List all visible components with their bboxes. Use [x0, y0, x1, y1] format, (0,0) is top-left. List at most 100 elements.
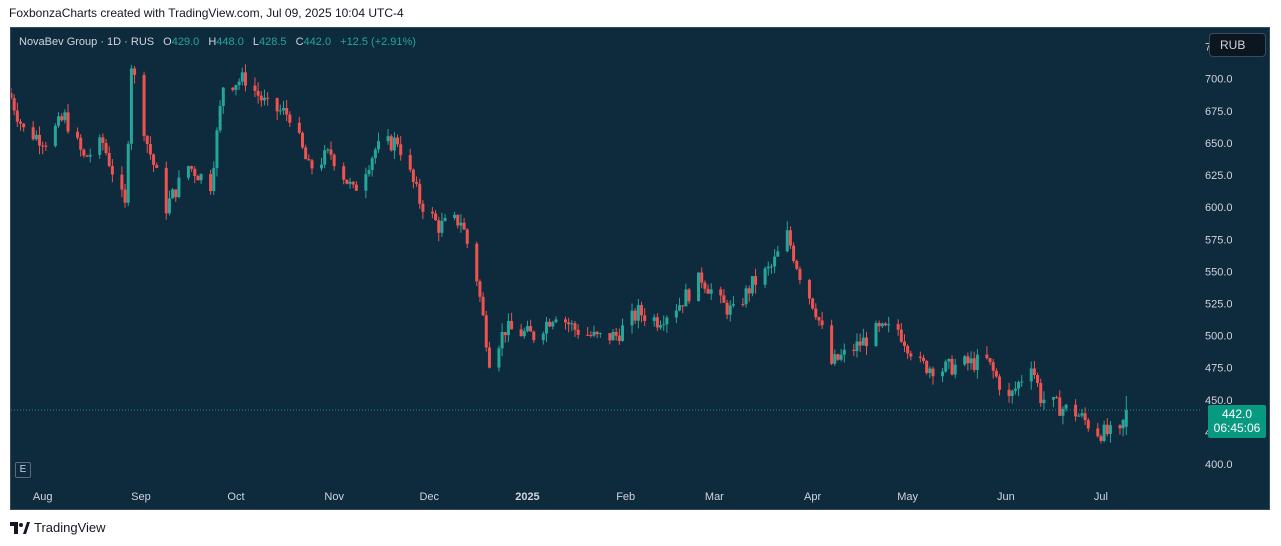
candle-body	[430, 211, 434, 214]
close-label: C	[295, 36, 304, 48]
currency-button[interactable]: RUB	[1209, 33, 1266, 57]
candle-body	[731, 304, 735, 306]
candle-body	[386, 136, 390, 142]
candle-body	[326, 149, 330, 151]
candle-body	[453, 214, 457, 219]
candle-body	[684, 289, 688, 307]
x-tick-label: Mar	[705, 491, 724, 503]
y-tick-label: 475.0	[1205, 363, 1233, 375]
y-tick-label: 450.0	[1205, 395, 1233, 407]
candle-body	[655, 317, 659, 328]
chart-attribution: FoxbonzaCharts created with TradingView.…	[9, 6, 404, 20]
symbol-label[interactable]: NovaBev Group · 1D · RUS	[19, 36, 155, 48]
price-chart[interactable]: 725.0700.0675.0650.0625.0600.0575.0550.0…	[11, 28, 1269, 509]
candle-body	[351, 181, 355, 185]
candle-body	[221, 87, 225, 106]
candle-body	[567, 322, 571, 325]
candle-body	[34, 134, 38, 140]
candle-body	[256, 90, 260, 96]
candle-body	[830, 325, 834, 364]
candle-body	[148, 143, 152, 155]
candle-body	[966, 356, 970, 364]
chart-panel[interactable]: 725.0700.0675.0650.0625.0600.0575.0550.0…	[10, 27, 1270, 510]
candle-body	[307, 159, 311, 161]
candle-body	[766, 266, 770, 269]
candle-body	[237, 81, 241, 86]
candle-body	[1121, 419, 1125, 429]
candle-body	[253, 85, 257, 91]
candle-body	[275, 98, 279, 112]
candle-body	[193, 168, 197, 177]
candle-body	[484, 315, 488, 348]
candle-body	[703, 282, 707, 289]
candle-body	[700, 272, 704, 283]
candle-body	[145, 135, 149, 144]
candle-body	[41, 145, 45, 147]
candle-body	[171, 189, 175, 199]
candle-body	[218, 105, 222, 131]
last-price-tag: 442.0 06:45:06	[1208, 405, 1266, 438]
candle-body	[190, 166, 194, 169]
candle-body	[243, 72, 247, 86]
candle-body	[440, 220, 444, 233]
candle-body	[389, 136, 393, 151]
candle-body	[554, 319, 558, 323]
candle-body	[310, 160, 314, 169]
candle-body	[795, 260, 799, 269]
candle-body	[741, 304, 745, 306]
candle-body	[1118, 425, 1122, 429]
tradingview-footer[interactable]: TradingView	[10, 520, 106, 535]
candle-body	[1102, 424, 1106, 441]
footer-brand: TradingView	[34, 520, 106, 535]
bar-countdown: 06:45:06	[1213, 421, 1261, 435]
events-button[interactable]: E	[15, 462, 31, 478]
candle-body	[592, 331, 596, 336]
candle-body	[167, 198, 171, 214]
candle-body	[617, 335, 621, 341]
candle-body	[421, 203, 425, 212]
candle-body	[475, 243, 479, 282]
candle-body	[1029, 368, 1033, 382]
candle-body	[1124, 410, 1128, 427]
candle-body	[906, 346, 910, 354]
candle-body	[1061, 408, 1065, 416]
candle-body	[126, 143, 130, 203]
ohlc-legend: NovaBev Group · 1D · RUS O429.0 H448.0 L…	[19, 36, 416, 48]
candle-body	[899, 329, 903, 342]
x-tick-label: Aug	[33, 491, 53, 503]
low-value: 428.5	[259, 36, 287, 48]
candle-body	[969, 358, 973, 364]
candle-body	[345, 179, 349, 184]
candle-body	[487, 347, 491, 368]
candle-body	[11, 92, 13, 99]
candle-body	[1077, 415, 1081, 417]
candle-body	[773, 256, 777, 267]
candle-body	[285, 107, 289, 115]
candle-body	[725, 302, 729, 315]
candle-body	[57, 116, 61, 126]
candle-body	[53, 125, 57, 146]
candle-body	[522, 331, 526, 337]
candle-body	[998, 376, 1002, 390]
y-tick-label: 500.0	[1205, 331, 1233, 343]
candle-body	[262, 97, 266, 101]
candle-body	[861, 337, 865, 346]
candle-body	[164, 167, 168, 214]
candle-body	[665, 317, 669, 325]
candle-body	[842, 349, 846, 355]
candle-body	[681, 305, 685, 307]
candle-body	[903, 341, 907, 347]
candle-body	[922, 357, 926, 361]
candle-body	[332, 154, 336, 167]
candle-body	[354, 184, 358, 191]
y-tick-label: 525.0	[1205, 298, 1233, 310]
candle-body	[985, 354, 989, 359]
candle-body	[640, 305, 644, 316]
low-label: L	[252, 36, 259, 48]
candle-body	[234, 85, 238, 90]
candle-body	[300, 132, 304, 148]
x-tick-label: Feb	[616, 491, 635, 503]
candle-body	[22, 123, 26, 128]
candle-body	[925, 360, 929, 373]
candle-body	[864, 337, 868, 347]
